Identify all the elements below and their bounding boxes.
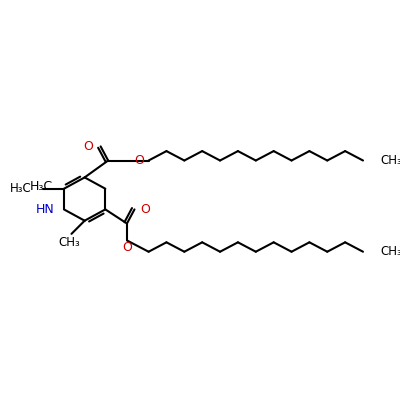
Text: CH₃: CH₃ <box>380 245 400 258</box>
Text: O: O <box>122 242 132 254</box>
Text: CH₃: CH₃ <box>59 236 80 249</box>
Text: CH₃: CH₃ <box>380 154 400 167</box>
Text: HN: HN <box>36 203 54 216</box>
Text: O: O <box>83 140 93 153</box>
Text: H₃C: H₃C <box>30 180 53 193</box>
Text: H₃C: H₃C <box>10 182 32 195</box>
Text: O: O <box>134 154 144 167</box>
Text: O: O <box>140 203 150 216</box>
